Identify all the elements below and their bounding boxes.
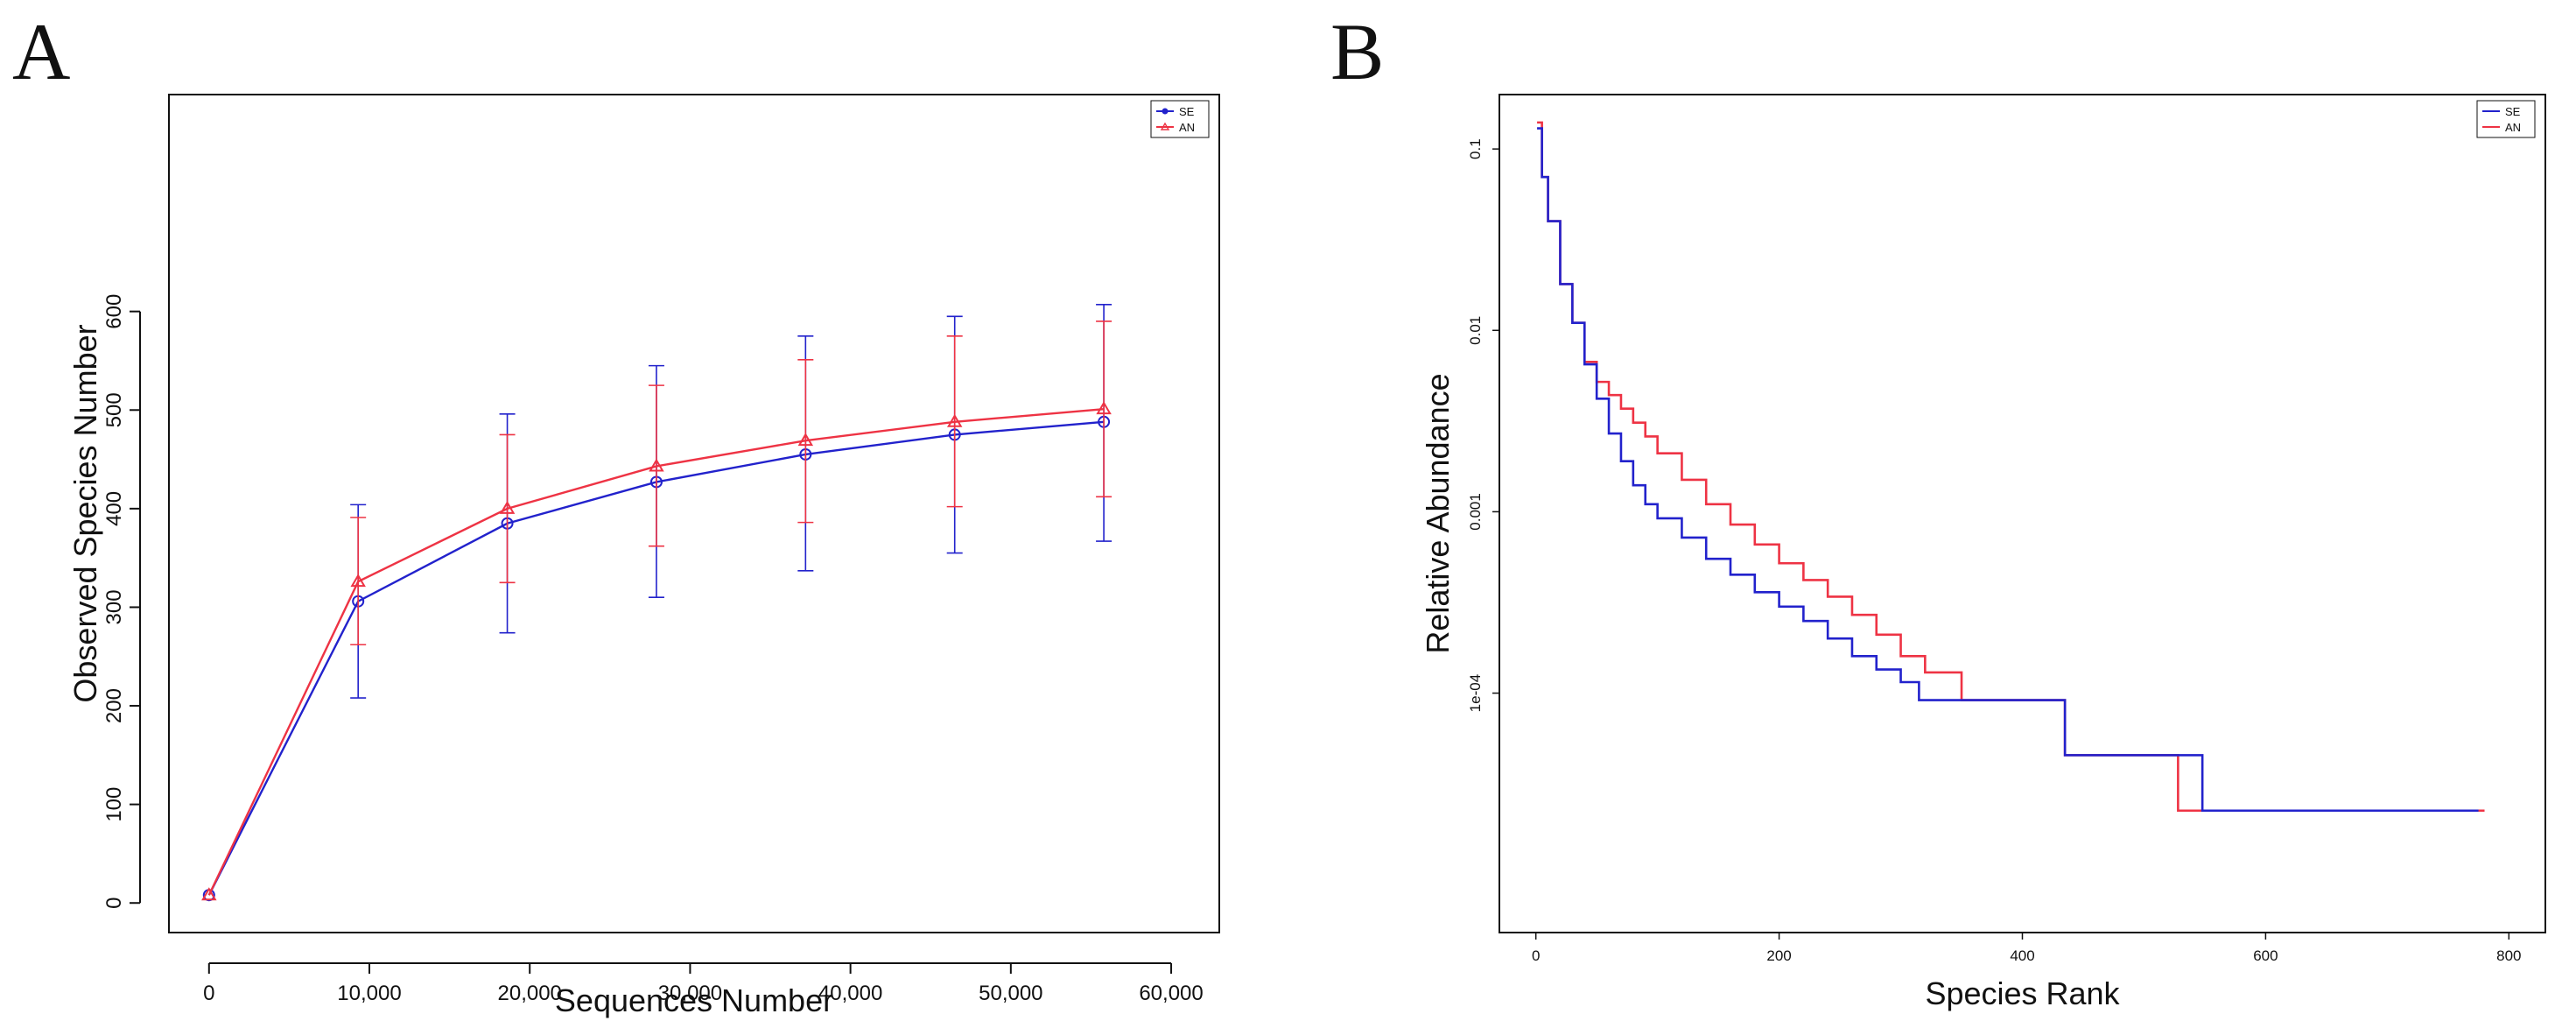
x-tick-label-a: 0	[203, 982, 214, 1005]
x-tick-label-b: 600	[2253, 947, 2278, 964]
x-tick-label-a: 60,000	[1139, 982, 1203, 1005]
y-tick-label-a: 400	[102, 491, 126, 526]
y-tick-label-a: 500	[102, 392, 126, 427]
x-tick-label-a: 30,000	[658, 982, 722, 1005]
data-point-an	[946, 413, 963, 427]
y-tick-label-b: 0.001	[1467, 493, 1484, 531]
legend-label-se: SE	[1179, 105, 1195, 118]
y-tick-label-b: 0.1	[1467, 138, 1484, 159]
legend-label-an: AN	[1179, 121, 1195, 134]
x-tick-label-a: 40,000	[818, 982, 882, 1005]
data-point-an	[1096, 401, 1112, 415]
y-tick-label-a: 0	[102, 898, 126, 909]
x-tick-label-b: 400	[2010, 947, 2034, 964]
chart-a-rarefaction: 0 10,000 20,000 30,000 40,000 50,000 60,000 Seq…	[67, 94, 1220, 1018]
data-point-an	[499, 500, 516, 514]
legend-box-a	[1150, 100, 1210, 138]
plot-frame-a	[168, 94, 1220, 933]
plot-frame-b	[1499, 94, 2546, 933]
x-axis-title-a: Sequences Number	[555, 982, 833, 1018]
legend-label-se: SE	[2505, 105, 2521, 118]
data-point-an	[350, 574, 366, 588]
legend-box-b	[2476, 100, 2536, 138]
x-tick-label-b: 0	[1532, 947, 1540, 964]
panel-label-b: B	[1330, 7, 1384, 96]
y-axis-title-a: Observed Species Number	[67, 324, 103, 702]
series-line-an	[207, 407, 1105, 896]
data-point-an	[649, 458, 664, 472]
chart-b-rank-abundance: 0 200 400 600 800 Species Rank 0.1 0.01 0.001 1e-…	[1420, 94, 2546, 1011]
y-tick-label-a: 200	[102, 688, 126, 723]
series-line-an	[1537, 121, 2485, 813]
data-point-an	[797, 433, 814, 447]
legend-marker-an	[1160, 122, 1170, 130]
y-axis-title-b: Relative Abundance	[1420, 373, 1456, 653]
series-line-se	[1537, 127, 2479, 813]
x-tick-label-a: 50,000	[979, 982, 1042, 1005]
panel-label-a: A	[12, 7, 70, 96]
x-tick-label-b: 200	[1766, 947, 1791, 964]
y-tick-label-a: 100	[102, 787, 126, 822]
x-tick-label-a: 20,000	[498, 982, 562, 1005]
x-tick-label-b: 800	[2496, 947, 2521, 964]
x-tick-label-a: 10,000	[337, 982, 401, 1005]
y-tick-label-a: 600	[102, 294, 126, 329]
data-point-an	[201, 887, 217, 901]
y-tick-label-b: 0.01	[1467, 316, 1484, 345]
y-tick-label-b: 1e-04	[1467, 674, 1484, 712]
legend-label-an: AN	[2505, 121, 2521, 134]
y-tick-label-a: 300	[102, 589, 126, 624]
x-axis-title-b: Species Rank	[1925, 975, 2120, 1011]
legend-marker-se	[1162, 108, 1169, 115]
